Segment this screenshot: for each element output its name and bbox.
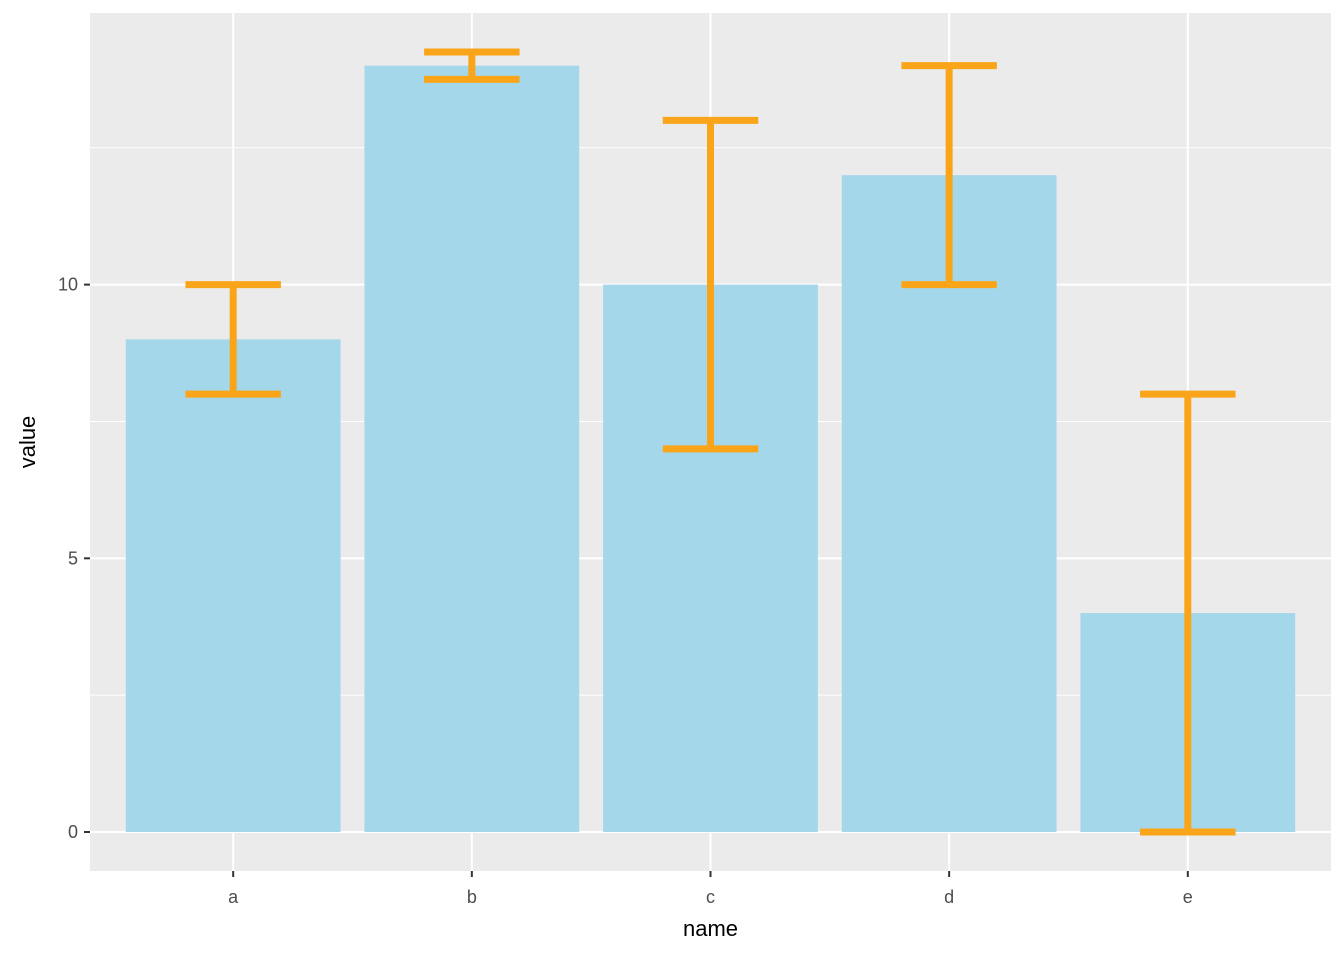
y-tick-label-0: 0 [68,822,78,842]
bar-a [125,339,341,832]
x-tick-label-b: b [467,887,477,907]
x-tick-label-a: a [228,887,239,907]
x-tick-label-c: c [706,887,715,907]
x-tick-label-d: d [944,887,954,907]
y-tick-label-5: 5 [68,548,78,568]
y-axis-title: value [15,415,40,469]
y-tick-label-10: 10 [58,275,78,295]
bar-b [364,65,580,833]
x-tick-label-e: e [1183,887,1193,907]
x-axis-title: name [682,916,739,941]
